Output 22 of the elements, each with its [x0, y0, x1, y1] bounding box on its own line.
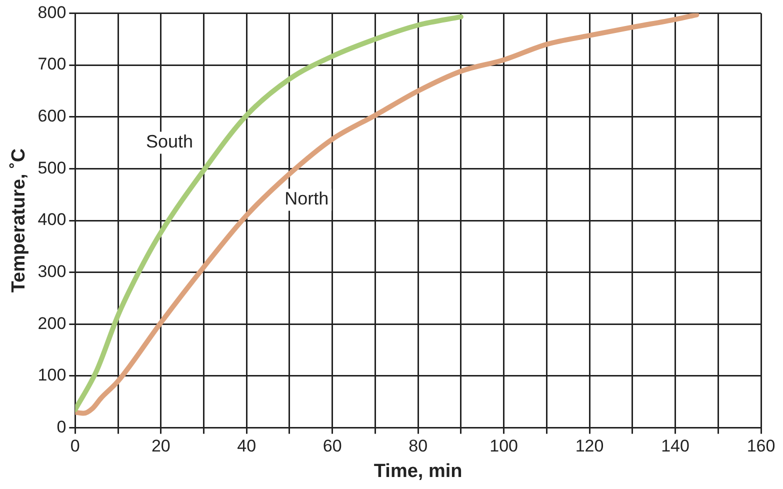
y-tick-label: 100 — [38, 366, 66, 385]
x-tick-label: 80 — [408, 436, 428, 456]
y-tick-label: 200 — [38, 314, 66, 333]
x-tick-label: 20 — [151, 436, 170, 456]
x-tick-label: 40 — [237, 436, 256, 456]
x-tick-label: 100 — [490, 436, 518, 456]
y-tick-label: 400 — [38, 210, 66, 230]
y-tick-label: 300 — [38, 262, 66, 282]
x-tick-label: 160 — [746, 436, 776, 456]
y-tick-label: 0 — [56, 417, 66, 436]
y-tick-label: 600 — [38, 106, 66, 126]
y-tick-label: 800 — [38, 2, 66, 22]
series-label: South — [146, 132, 193, 152]
x-tick-label: 60 — [322, 436, 342, 456]
x-axis-title: Time, min — [374, 460, 462, 482]
y-tick-label: 500 — [38, 158, 66, 178]
x-tick-label: 140 — [661, 436, 690, 456]
series-label: North — [284, 188, 329, 209]
x-tick-label: 120 — [575, 436, 604, 456]
y-tick-label: 700 — [38, 54, 66, 74]
y-axis-title: Temperature, ˚C — [8, 148, 30, 293]
x-tick-label: 0 — [70, 436, 80, 456]
